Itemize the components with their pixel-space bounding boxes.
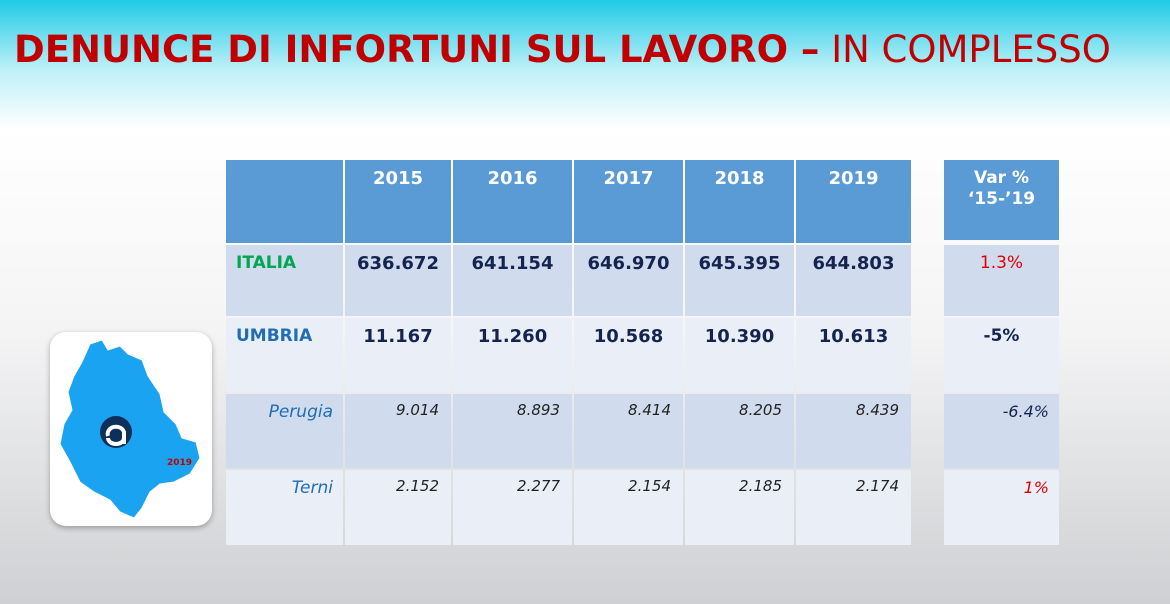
row-label: UMBRIA bbox=[236, 326, 313, 346]
cell-value: 646.970 bbox=[587, 253, 670, 274]
value-cell: 11.260 bbox=[453, 318, 572, 392]
cell-value: 2.185 bbox=[739, 477, 782, 495]
value-cell: 11.167 bbox=[345, 318, 451, 392]
cell-value: 2.154 bbox=[628, 477, 671, 495]
row-label: Terni bbox=[291, 478, 333, 498]
value-cell: 636.672 bbox=[345, 245, 451, 316]
value-cell: 9.014 bbox=[345, 394, 451, 468]
row-label-cell: ITALIA bbox=[226, 245, 343, 316]
cell-value: 8.439 bbox=[856, 401, 899, 419]
value-cell: 2.185 bbox=[685, 470, 794, 545]
cell-value: 8.893 bbox=[517, 401, 560, 419]
cell-value: 8.205 bbox=[739, 401, 782, 419]
row-label-cell: Terni bbox=[226, 470, 343, 545]
value-cell: 644.803 bbox=[796, 245, 911, 316]
cell-value: 9.014 bbox=[396, 401, 439, 419]
cell-value: 10.390 bbox=[704, 326, 775, 347]
value-cell: 10.390 bbox=[685, 318, 794, 392]
row-label: Perugia bbox=[268, 402, 333, 422]
map-badge: 2019 bbox=[50, 332, 212, 526]
title: DENUNCE DI INFORTUNI SUL LAVORO – IN COM… bbox=[14, 28, 1111, 71]
var-header: Var % ‘15-’19 bbox=[944, 160, 1059, 240]
value-cell: 2.154 bbox=[574, 470, 683, 545]
cell-value: 644.803 bbox=[812, 253, 895, 274]
column-header: 2019 bbox=[796, 160, 911, 243]
column-header: 2018 bbox=[685, 160, 794, 243]
var-cell: 1.3% bbox=[944, 245, 1059, 316]
cell-value: 641.154 bbox=[471, 253, 554, 274]
column-header: 2016 bbox=[453, 160, 572, 243]
cell-value: 10.568 bbox=[593, 326, 664, 347]
logo-mark bbox=[105, 424, 126, 446]
value-cell: 645.395 bbox=[685, 245, 794, 316]
row-label: ITALIA bbox=[236, 253, 297, 273]
value-cell: 8.414 bbox=[574, 394, 683, 468]
value-cell: 8.439 bbox=[796, 394, 911, 468]
map: 2019 bbox=[59, 339, 201, 519]
column-header: 2017 bbox=[574, 160, 683, 243]
cell-value: 636.672 bbox=[357, 253, 439, 274]
var-value: 1% bbox=[1023, 478, 1049, 497]
value-cell: 10.613 bbox=[796, 318, 911, 392]
var-cell: -5% bbox=[944, 318, 1059, 392]
cell-value: 645.395 bbox=[698, 253, 781, 274]
value-cell: 10.568 bbox=[574, 318, 683, 392]
var-header-line: ‘15-’19 bbox=[967, 189, 1036, 209]
var-value: -5% bbox=[983, 326, 1020, 346]
cell-value: 8.414 bbox=[628, 401, 671, 419]
row-label-cell: Perugia bbox=[226, 394, 343, 468]
column-header: 2015 bbox=[345, 160, 451, 243]
var-cell: 1% bbox=[944, 470, 1059, 545]
cell-value: 2.152 bbox=[396, 477, 439, 495]
value-cell: 641.154 bbox=[453, 245, 572, 316]
header-cell bbox=[226, 160, 343, 243]
title-bold: DENUNCE DI INFORTUNI SUL LAVORO – bbox=[14, 28, 820, 71]
value-cell: 2.152 bbox=[345, 470, 451, 545]
cell-value: 2.277 bbox=[517, 477, 560, 495]
value-cell: 2.174 bbox=[796, 470, 911, 545]
cell-value: 10.613 bbox=[818, 326, 889, 347]
cell-value: 11.167 bbox=[363, 326, 433, 347]
var-value: -6.4% bbox=[1002, 402, 1049, 421]
value-cell: 2.277 bbox=[453, 470, 572, 545]
var-value: 1.3% bbox=[979, 253, 1024, 273]
title-light: IN COMPLESSO bbox=[831, 28, 1111, 71]
var-cell: -6.4% bbox=[944, 394, 1059, 468]
cell-value: 11.260 bbox=[477, 326, 548, 347]
badge-year: 2019 bbox=[167, 458, 192, 468]
cell-value: 2.174 bbox=[856, 477, 899, 495]
value-cell: 8.205 bbox=[685, 394, 794, 468]
value-cell: 646.970 bbox=[574, 245, 683, 316]
value-cell: 8.893 bbox=[453, 394, 572, 468]
row-label-cell: UMBRIA bbox=[226, 318, 343, 392]
var-header-line: Var % bbox=[973, 168, 1030, 188]
